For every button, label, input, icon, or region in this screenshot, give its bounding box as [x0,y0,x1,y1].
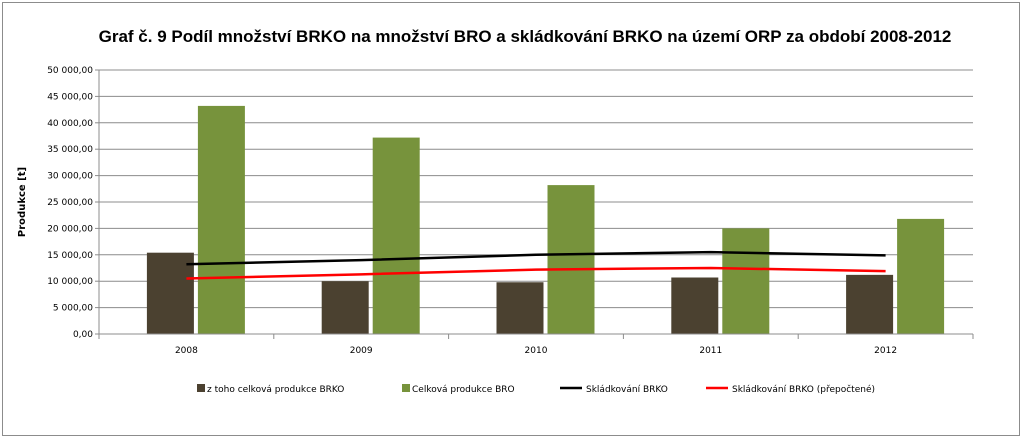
y-tick-label: 50 000,00 [47,66,93,76]
legend: z toho celková produkce BRKO Celková prod… [197,384,875,395]
legend-label: z toho celková produkce BRKO [207,385,344,395]
x-tick-label: 2009 [350,346,373,356]
series-line [186,250,886,266]
legend-label: Skládkování BRKO (přepočtené) [732,384,875,395]
bar [496,282,544,334]
bar [547,185,595,334]
y-tick-label: 30 000,00 [47,172,93,182]
x-tick-label: 2008 [175,346,198,356]
y-tick-label: 5 000,00 [53,304,93,314]
y-tick-label: 45 000,00 [47,92,93,102]
y-tick-label: 20 000,00 [47,224,93,234]
y-tick-label: 35 000,00 [47,145,93,155]
y-tick-label: 15 000,00 [47,251,93,261]
chart-title: Graf č. 9 Podíl množství BRKO na množstv… [99,27,952,46]
bar [671,277,719,334]
y-axis-ticks: 0,00 5 000,00 10 000,00 15 000,00 20 000,00 2… [47,66,99,340]
y-axis-label: Produkce [t] [17,167,28,237]
bars [146,105,945,335]
legend-label: Celková produkce BRO [412,385,515,395]
bar [846,274,894,334]
legend-swatch [197,384,205,392]
x-tick-label: 2010 [525,346,548,356]
legend-label: Skládkování BRKO [586,385,668,395]
bar [321,281,369,334]
series-lines [186,250,886,280]
series-line [186,266,886,280]
x-axis-ticks: 2008 2009 2010 2011 2012 [175,346,897,356]
bar [722,228,770,334]
bar [146,252,194,334]
bar [897,218,945,334]
legend-swatch [402,384,410,392]
x-tick-label: 2012 [874,346,897,356]
y-tick-label: 40 000,00 [47,119,93,129]
y-tick-label: 25 000,00 [47,198,93,208]
bar [197,105,245,335]
x-tick-label: 2011 [699,346,722,356]
axes [98,70,974,339]
y-tick-label: 0,00 [73,330,93,340]
y-tick-label: 10 000,00 [47,277,93,287]
bar [372,137,420,334]
